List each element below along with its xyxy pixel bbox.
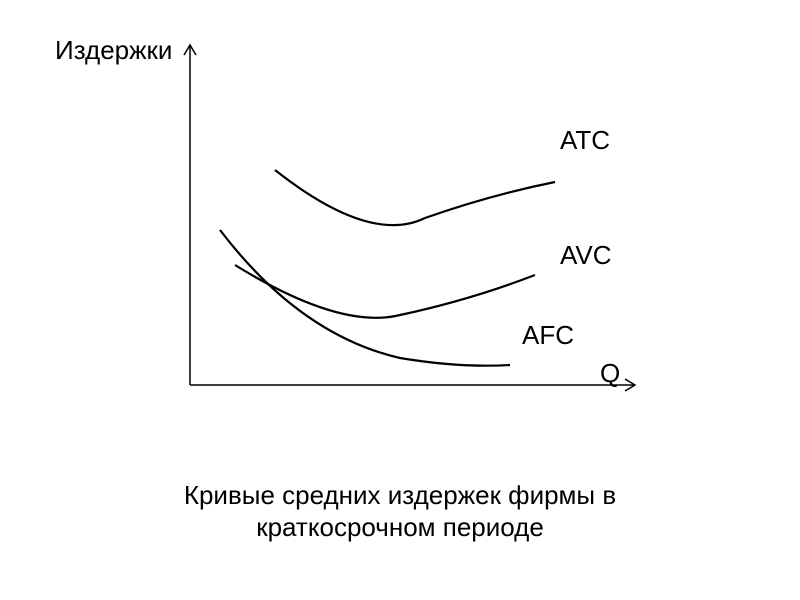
avc-label: AVC xyxy=(560,240,612,271)
cost-curves-chart: Издержки Q ATC AVC AFC Кривые средних из… xyxy=(0,0,800,600)
chart-caption-line2: краткосрочном периоде xyxy=(0,512,800,543)
atc-curve xyxy=(275,170,555,225)
chart-caption-line1: Кривые средних издержек фирмы в xyxy=(0,480,800,511)
atc-label: ATC xyxy=(560,125,610,156)
y-axis-label: Издержки xyxy=(55,35,172,66)
afc-label: AFC xyxy=(522,320,574,351)
avc-curve xyxy=(235,265,535,318)
x-axis-label: Q xyxy=(600,358,620,389)
